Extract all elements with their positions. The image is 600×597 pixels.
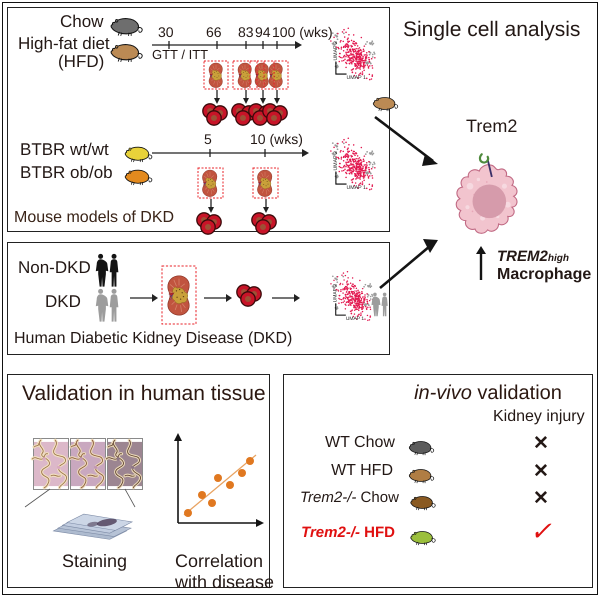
svg-text:UMAP 1: UMAP 1	[347, 185, 366, 191]
svg-text:UMAP 1: UMAP 1	[346, 316, 364, 322]
svg-text:UMAP 2: UMAP 2	[333, 151, 339, 170]
svg-text:UMAP 1: UMAP 1	[347, 75, 366, 81]
svg-text:UMAP 2: UMAP 2	[333, 284, 339, 302]
svg-text:UMAP 2: UMAP 2	[333, 41, 339, 60]
